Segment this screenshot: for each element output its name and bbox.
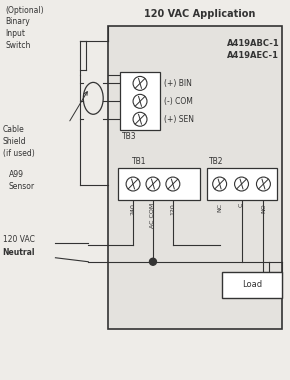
Text: C: C bbox=[239, 203, 244, 207]
Text: (+) BIN: (+) BIN bbox=[164, 79, 192, 88]
Text: NO: NO bbox=[261, 203, 266, 213]
Text: A99
Sensor: A99 Sensor bbox=[9, 170, 35, 191]
Text: 120 VAC: 120 VAC bbox=[3, 235, 35, 244]
Text: (Optional)
Binary
Input
Switch: (Optional) Binary Input Switch bbox=[6, 6, 44, 50]
Text: 240: 240 bbox=[130, 203, 135, 215]
Text: TB2: TB2 bbox=[209, 157, 223, 166]
Bar bbox=[222, 272, 282, 298]
Circle shape bbox=[146, 177, 160, 191]
Text: Neutral: Neutral bbox=[3, 248, 35, 257]
Bar bbox=[118, 168, 200, 200]
Text: 120 VAC Application: 120 VAC Application bbox=[144, 9, 255, 19]
Text: Load: Load bbox=[242, 280, 262, 289]
Text: TB3: TB3 bbox=[122, 132, 137, 141]
Circle shape bbox=[133, 94, 147, 108]
Text: (-) COM: (-) COM bbox=[164, 97, 193, 106]
Text: NC: NC bbox=[217, 203, 222, 212]
Circle shape bbox=[149, 258, 156, 265]
Text: 120: 120 bbox=[170, 203, 175, 215]
Text: Cable
Shield
(if used): Cable Shield (if used) bbox=[3, 125, 35, 158]
Bar bbox=[108, 25, 282, 329]
Text: (+) SEN: (+) SEN bbox=[164, 115, 194, 124]
Text: A419AEC-1: A419AEC-1 bbox=[227, 51, 279, 60]
Bar bbox=[207, 168, 277, 200]
Circle shape bbox=[166, 177, 180, 191]
Circle shape bbox=[256, 177, 270, 191]
Bar bbox=[120, 73, 160, 130]
Circle shape bbox=[213, 177, 226, 191]
Text: A419ABC-1: A419ABC-1 bbox=[226, 38, 279, 48]
Circle shape bbox=[235, 177, 249, 191]
Text: AC COM: AC COM bbox=[151, 203, 155, 228]
Circle shape bbox=[133, 112, 147, 126]
Text: TB1: TB1 bbox=[132, 157, 146, 166]
Circle shape bbox=[126, 177, 140, 191]
Circle shape bbox=[133, 76, 147, 90]
